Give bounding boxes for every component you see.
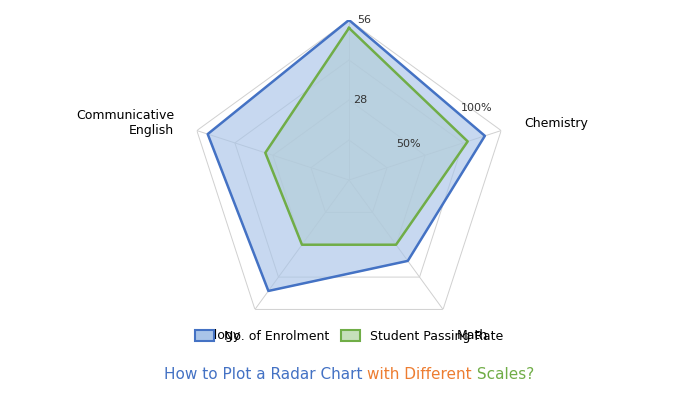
- Text: Scales?: Scales?: [472, 367, 534, 382]
- Polygon shape: [208, 20, 485, 291]
- Text: How to Plot a Radar Chart: How to Plot a Radar Chart: [164, 367, 367, 382]
- Text: Biology: Biology: [195, 329, 241, 342]
- Text: 28: 28: [353, 95, 367, 105]
- Text: Chemistry: Chemistry: [524, 117, 588, 130]
- Text: 56: 56: [357, 15, 371, 25]
- Text: Math: Math: [457, 329, 489, 342]
- Text: with Different: with Different: [367, 367, 472, 382]
- Legend: No. of Enrolment, Student Passing Rate: No. of Enrolment, Student Passing Rate: [190, 325, 508, 348]
- Polygon shape: [265, 28, 468, 245]
- Text: 100%: 100%: [461, 103, 492, 113]
- Text: 50%: 50%: [396, 139, 420, 149]
- Text: Communicative
English: Communicative English: [76, 109, 174, 137]
